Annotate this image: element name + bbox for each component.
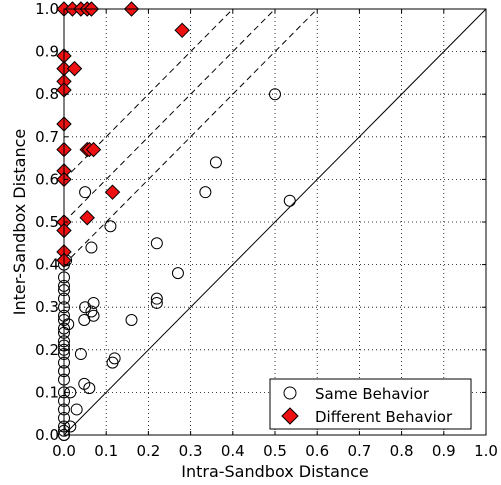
same-behavior-point [209, 156, 222, 169]
y-tick-label: 0.2 [35, 341, 59, 359]
same-behavior-point [64, 420, 77, 433]
y-tick-label: 0.3 [35, 298, 59, 316]
x-tick-label: 0.3 [179, 442, 203, 460]
y-tick-label: 0.6 [35, 170, 59, 188]
legend-label-same-behavior: Same Behavior [315, 385, 430, 403]
x-tick-label: 0.1 [94, 442, 118, 460]
y-tick-label: 0.0 [35, 426, 59, 444]
same-behavior-point [74, 348, 87, 361]
same-behavior-point [125, 313, 138, 326]
legend-box [269, 378, 472, 430]
y-tick-label: 0.4 [35, 256, 59, 274]
same-behavior-point [199, 186, 212, 199]
legend-marker-same-behavior [283, 386, 297, 400]
y-tick-label: 0.5 [35, 213, 59, 231]
y-axis-label: Inter-Sandbox Distance [10, 129, 29, 316]
same-behavior-point [150, 237, 163, 250]
same-behavior-point [269, 88, 281, 101]
same-behavior-point [87, 309, 100, 322]
legend: Same Behavior Different Behavior [269, 378, 472, 430]
same-behavior-point [70, 403, 83, 416]
legend-label-different-behavior: Different Behavior [315, 408, 453, 426]
x-tick-label: 0.4 [221, 442, 245, 460]
same-behavior-point [85, 241, 98, 254]
y-tick-label: 0.1 [35, 383, 59, 401]
same-behavior-point [150, 292, 163, 305]
axis-ticks: 0.0 0.1 0.2 0.3 0.4 0.5 0.6 0.7 0.8 0.9 1.0 0.0 0.1 0… [35, 0, 498, 460]
different-behavior-point [104, 184, 121, 200]
x-tick-label: 1.0 [474, 442, 498, 460]
diagonal-reference-line [64, 9, 486, 435]
x-tick-label: 0.8 [390, 442, 414, 460]
same-behavior-point [108, 352, 121, 365]
x-tick-label: 0.9 [432, 442, 456, 460]
x-tick-label: 0.7 [347, 442, 371, 460]
same-behavior-point [150, 296, 163, 309]
different-behavior-point [66, 60, 83, 77]
same-behavior-point [79, 186, 92, 199]
x-tick-label: 0.0 [52, 442, 76, 460]
same-behavior-point [62, 318, 75, 331]
same-behavior-point [171, 267, 184, 280]
same-behavior-point [283, 194, 296, 207]
y-tick-label: 0.9 [35, 43, 59, 61]
x-axis-label: Intra-Sandbox Distance [181, 462, 369, 481]
different-behavior-point [85, 141, 102, 158]
legend-marker-different-behavior [281, 407, 299, 425]
y-tick-label: 0.8 [35, 85, 59, 103]
reference-lines [64, 9, 486, 435]
different-behavior-point [79, 210, 95, 226]
y-tick-label: 0.7 [35, 128, 59, 146]
x-tick-label: 0.6 [305, 442, 329, 460]
same-behavior-point [87, 296, 100, 309]
same-behavior-point [104, 220, 117, 233]
y-tick-label: 1.0 [35, 0, 59, 18]
different-behavior-point [174, 22, 190, 39]
x-tick-label: 0.2 [136, 442, 160, 460]
x-tick-label: 0.5 [263, 442, 287, 460]
same-behavior-point [83, 382, 96, 395]
